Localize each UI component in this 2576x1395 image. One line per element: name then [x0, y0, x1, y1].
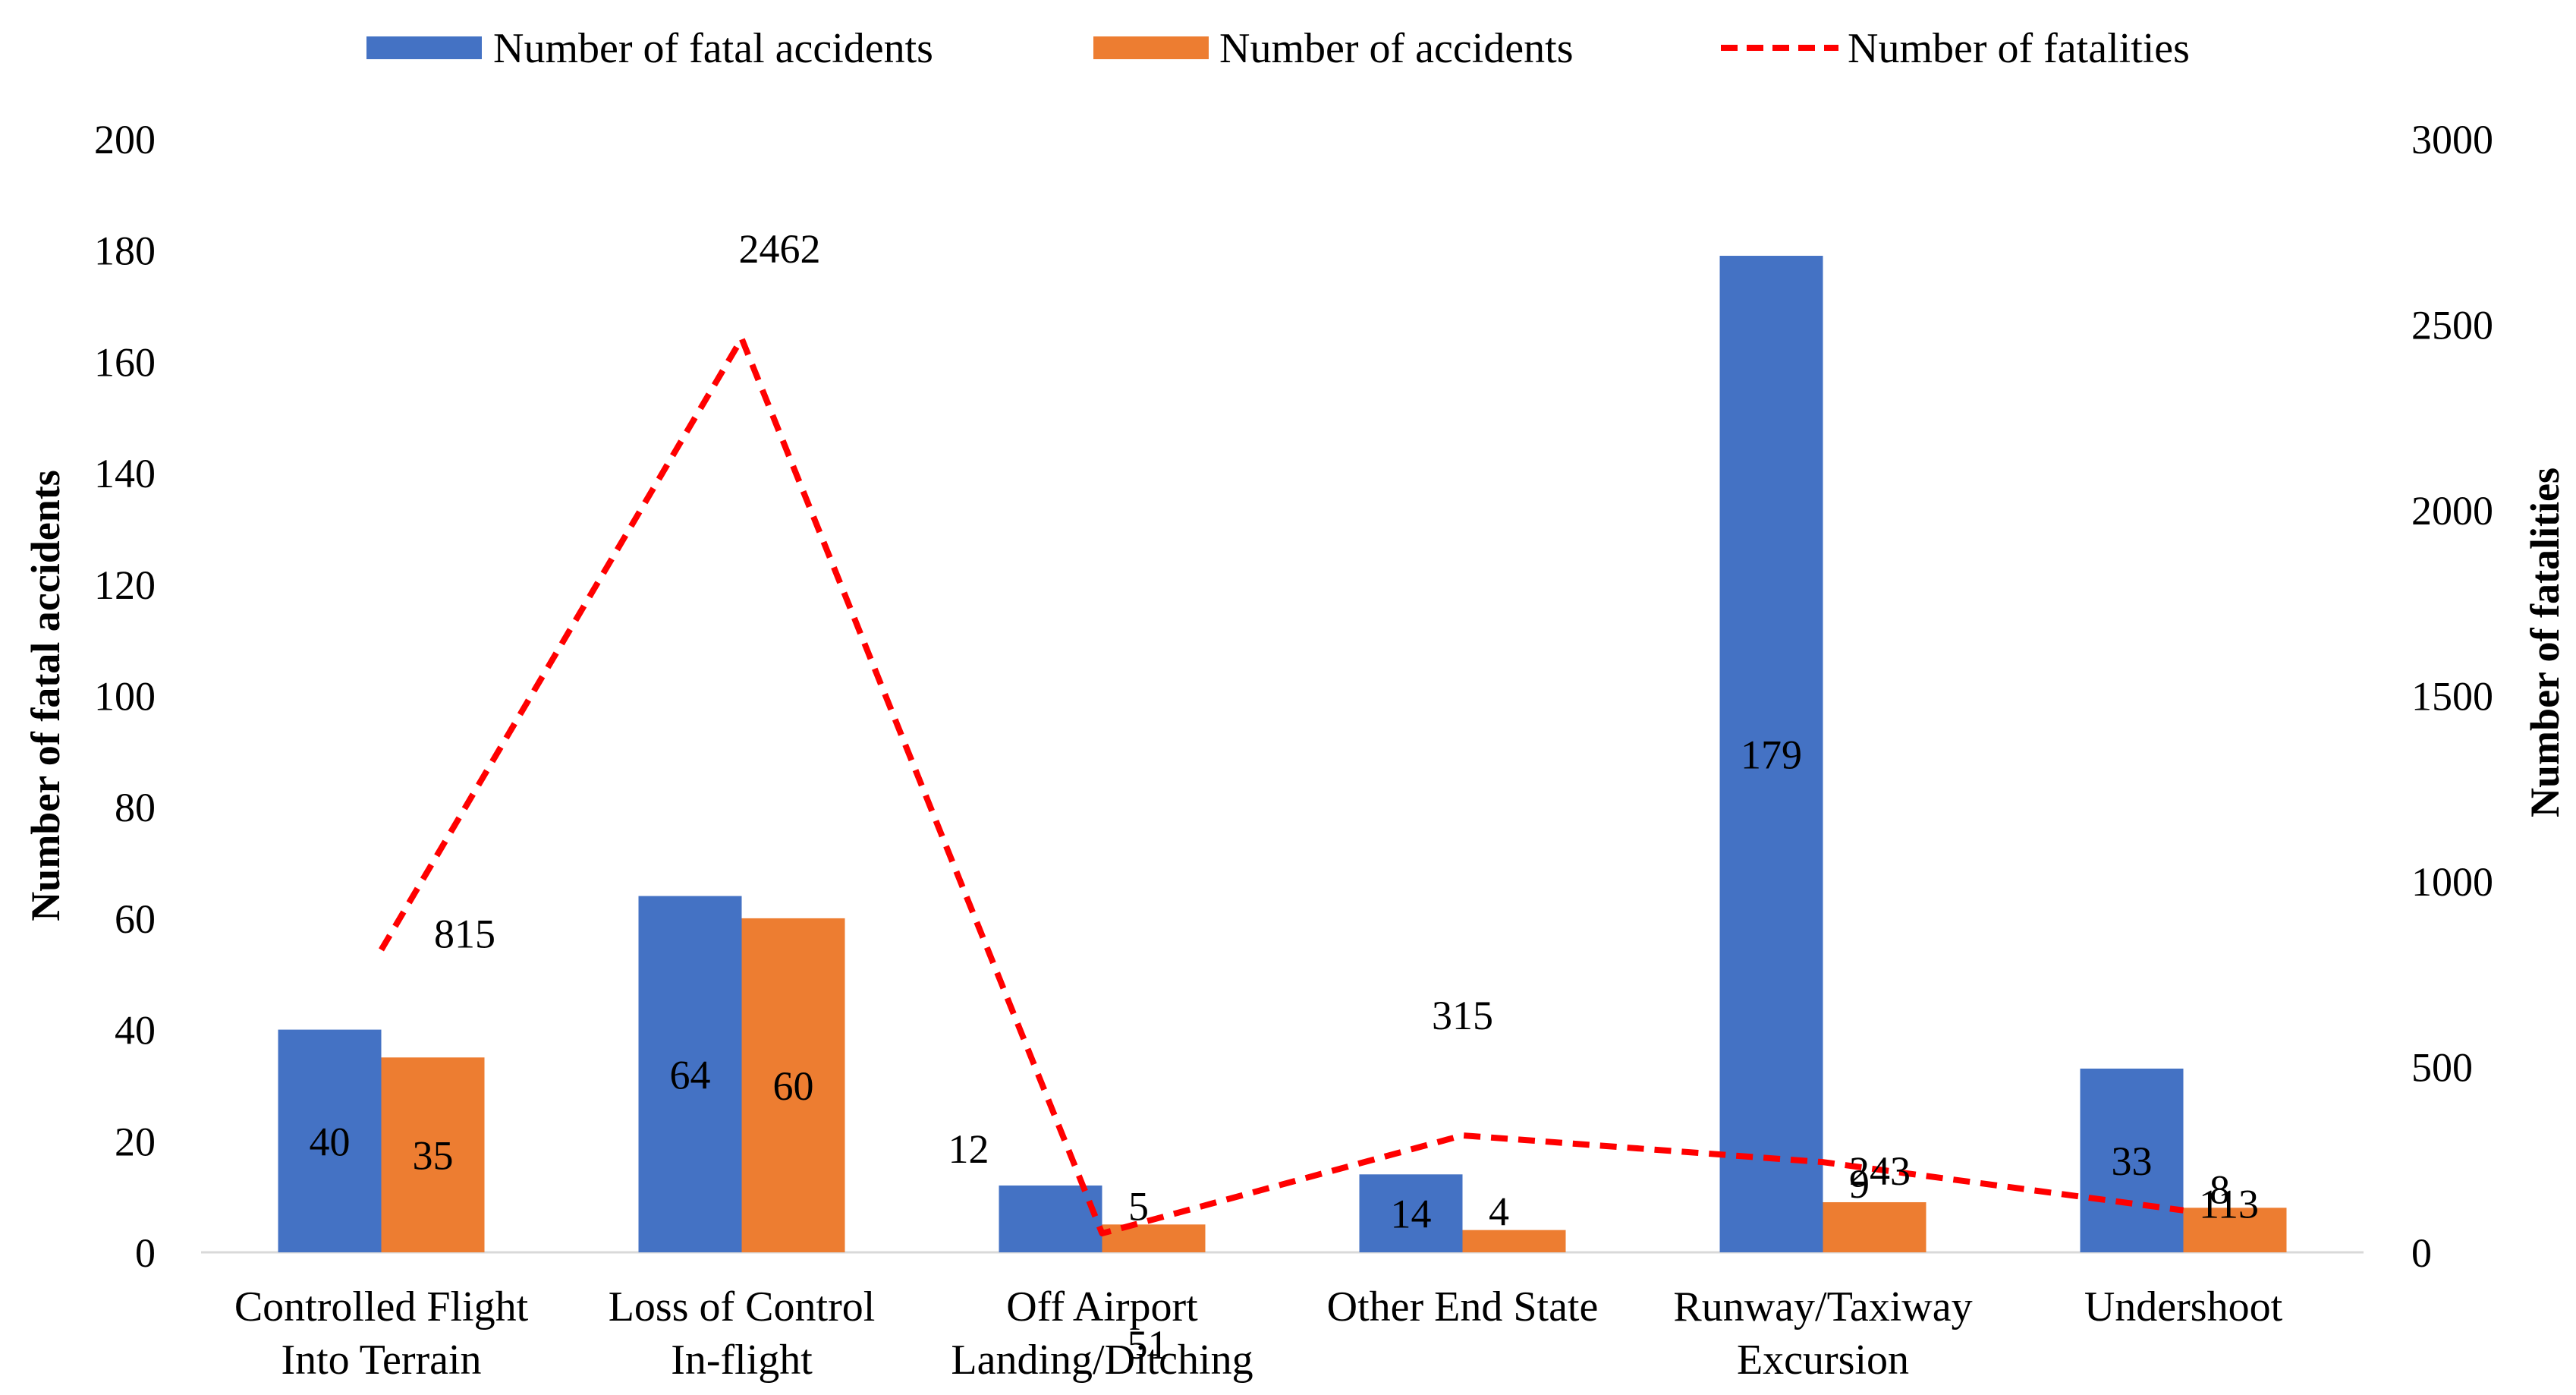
y-right-tick-label: 3000: [2411, 117, 2493, 162]
y-right-tick-label: 0: [2411, 1230, 2432, 1276]
data-label-fatal-accidents: 40: [310, 1119, 351, 1164]
legend: Number of fatal accidents Number of accid…: [366, 25, 2190, 72]
x-category-label: Excursion: [1737, 1337, 1909, 1384]
y-left-tick-label: 140: [94, 451, 156, 496]
y-left-tick-label: 40: [115, 1008, 156, 1053]
y-right-axis-title: Number of fatalities: [2522, 468, 2568, 817]
data-label-fatalities: 2462: [739, 226, 821, 272]
data-label-accidents: 60: [773, 1063, 814, 1109]
data-label-accidents: 5: [1128, 1183, 1149, 1229]
bars: [278, 256, 2287, 1252]
y-right-tick-label: 1500: [2411, 674, 2493, 720]
data-label-fatalities: 113: [2199, 1182, 2259, 1227]
data-label-fatal-accidents: 12: [948, 1126, 989, 1172]
bar-accidents: [1823, 1202, 1926, 1252]
legend-swatch: [366, 36, 482, 59]
x-category-label: Landing/Ditching: [951, 1337, 1253, 1384]
y-left-tick-label: 180: [94, 228, 156, 274]
legend-label: Number of fatal accidents: [493, 25, 933, 72]
x-category-label: Other End State: [1327, 1283, 1599, 1330]
x-category-label: Controlled Flight: [234, 1283, 529, 1330]
y-left-tick-label: 60: [115, 896, 156, 942]
data-label-accidents: 35: [413, 1133, 454, 1179]
x-category-label: Runway/Taxiway: [1673, 1283, 1972, 1330]
y-left-tick-label: 200: [94, 117, 156, 162]
data-label-fatalities: 51: [1128, 1322, 1168, 1368]
y-right-tick-label: 1000: [2411, 859, 2493, 905]
legend-label: Number of fatalities: [1848, 25, 2190, 72]
data-label-fatal-accidents: 14: [1391, 1192, 1432, 1237]
y-left-tick-label: 80: [115, 785, 156, 830]
data-label-fatal-accidents: 64: [670, 1052, 711, 1097]
data-label-fatalities: 815: [434, 911, 495, 956]
y-left-tick-label: 120: [94, 562, 156, 608]
x-category-label: Undershoot: [2084, 1283, 2283, 1330]
y-left-tick-label: 20: [115, 1119, 156, 1164]
data-label-fatal-accidents: 179: [1741, 732, 1802, 778]
x-category-label: In-flight: [671, 1337, 813, 1384]
y-left-tick-label: 0: [135, 1230, 156, 1276]
data-label-fatalities: 243: [1849, 1148, 1911, 1194]
data-label-fatalities: 315: [1432, 993, 1493, 1038]
x-category-label: Off Airport: [1006, 1283, 1198, 1330]
y-left-axis-title: Number of fatal accidents: [23, 470, 68, 921]
legend-label: Number of accidents: [1219, 25, 1573, 72]
y-left-tick-label: 100: [94, 674, 156, 720]
data-label-fatal-accidents: 33: [2112, 1138, 2153, 1184]
legend-swatch: [1093, 36, 1209, 59]
data-label-accidents: 4: [1489, 1189, 1509, 1235]
y-right-tick-label: 2000: [2411, 488, 2493, 534]
x-category-label: Into Terrain: [281, 1337, 481, 1384]
bar-accidents: [1102, 1224, 1206, 1252]
x-category-label: Loss of Control: [609, 1283, 876, 1330]
y-left-tick-label: 160: [94, 339, 156, 385]
y-right-tick-label: 2500: [2411, 303, 2493, 348]
bar-fatal-accidents: [999, 1186, 1102, 1252]
y-right-tick-label: 500: [2411, 1045, 2473, 1091]
bar-accidents: [1463, 1230, 1566, 1252]
